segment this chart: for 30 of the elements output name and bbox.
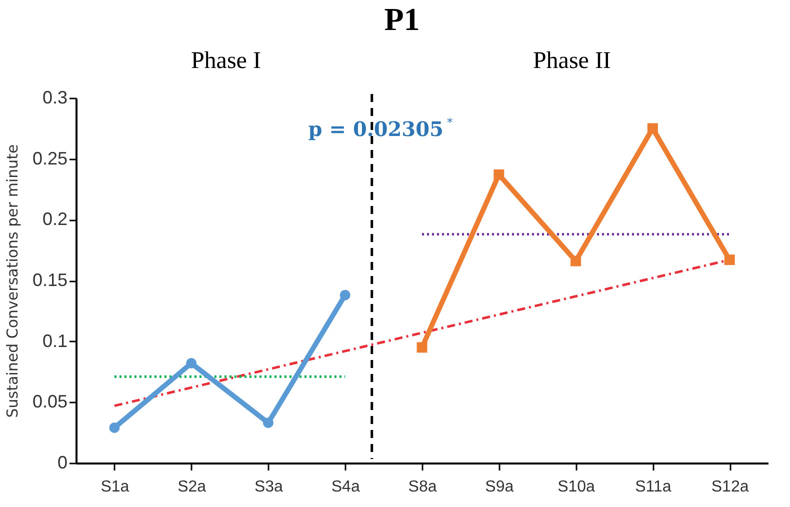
x-tick-label: S12a <box>711 478 749 496</box>
x-tick-label: S11a <box>635 478 672 496</box>
point <box>262 418 274 428</box>
point <box>494 169 504 180</box>
y-tick-label: 0.3 <box>42 88 68 108</box>
y-axis-title: Sustained Conversations per minute <box>3 144 22 418</box>
x-tick-label: S3a <box>254 478 284 496</box>
x-tick-label: S8a <box>408 478 437 496</box>
point <box>340 290 350 300</box>
y-tick-label: 0 <box>57 452 68 472</box>
y-tick-label: 0.15 <box>32 270 68 290</box>
y-tick-label: 0.25 <box>32 148 68 168</box>
point <box>186 358 197 368</box>
x-tick-label: S9a <box>485 478 514 496</box>
point <box>570 256 582 266</box>
text: Phase II <box>532 48 611 74</box>
point <box>109 422 120 433</box>
y-tick-label: 0.2 <box>42 209 68 230</box>
y-tick-label: 0.1 <box>42 330 68 351</box>
point <box>724 254 735 266</box>
point <box>647 123 658 134</box>
x-tick-label: S10a <box>558 478 596 496</box>
chart-title: P1 <box>384 1 420 37</box>
x-tick-label: S4a <box>331 478 360 496</box>
x-tick-label: S1a <box>100 478 130 496</box>
text: Phase I <box>190 48 261 74</box>
point <box>416 342 428 353</box>
annotation: p = 0.02305* <box>308 116 454 141</box>
x-tick-label: S2a <box>178 478 206 496</box>
y-tick-label: 0.05 <box>32 392 68 412</box>
